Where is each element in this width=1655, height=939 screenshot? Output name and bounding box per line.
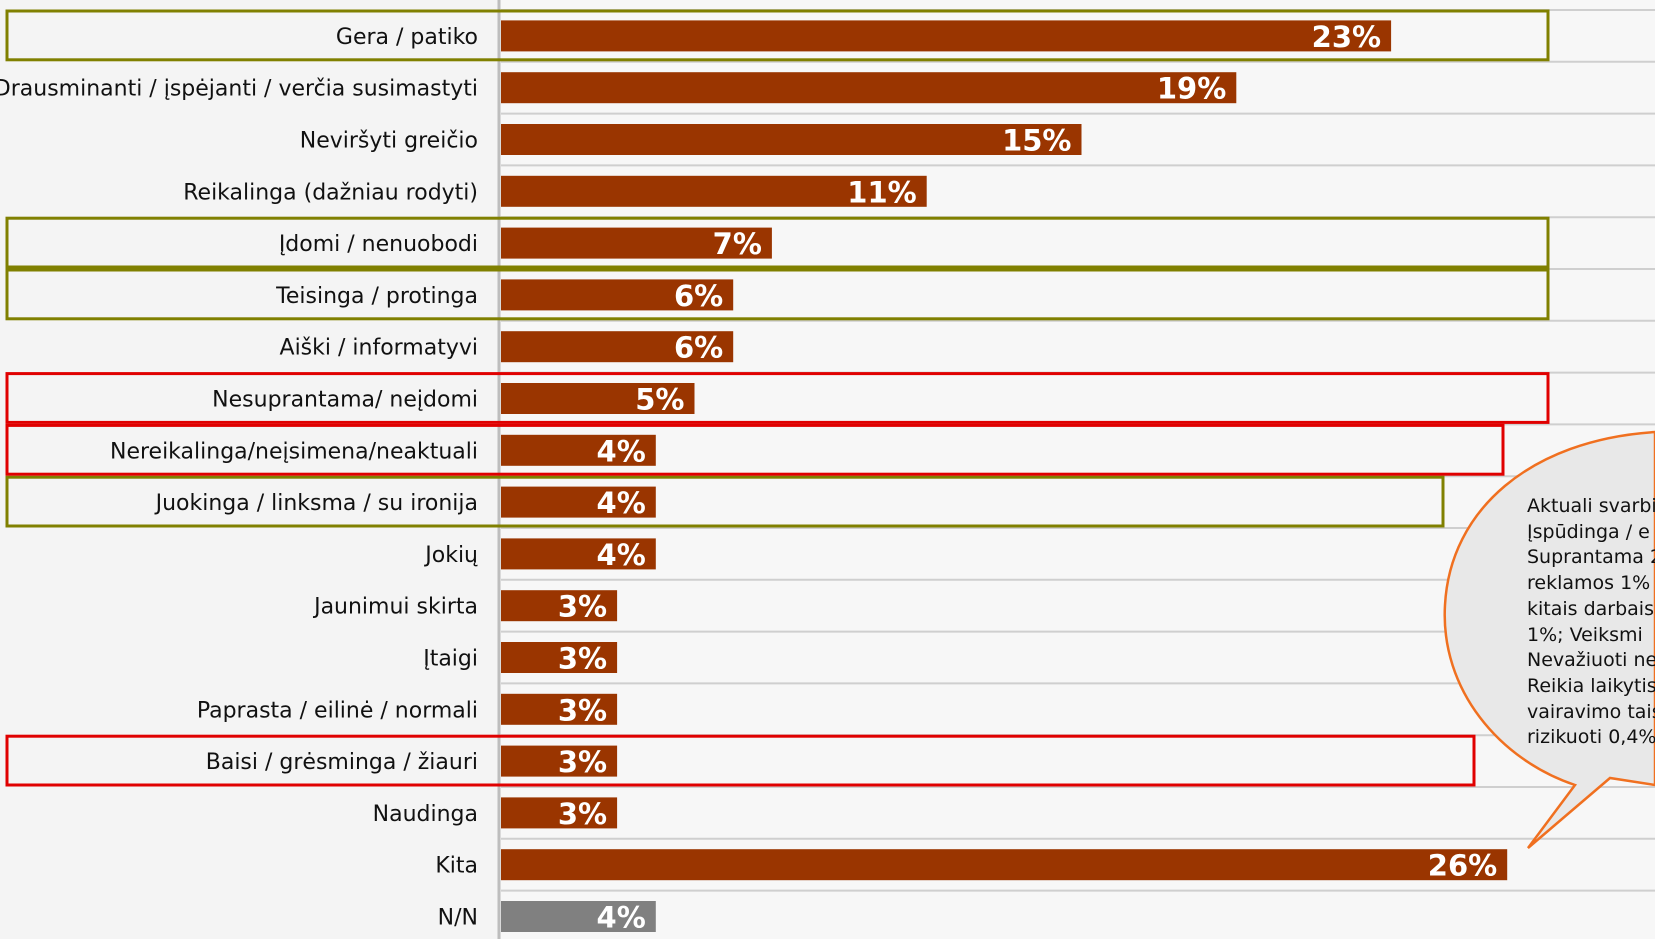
value-label: 11% (847, 175, 916, 209)
category-label: N/N (438, 906, 478, 931)
bar (501, 642, 618, 673)
category-label: Teisinga / protinga (275, 284, 478, 309)
bar (501, 279, 734, 311)
value-labels: 23% 19% 15% 11% 7% 6% 6% 5% 4% 4% 4% 3% 3% 3% 3% 3% 26% 4… (558, 20, 1497, 935)
bars (501, 20, 1508, 932)
bar (501, 538, 656, 570)
value-label: 5% (635, 383, 684, 417)
bar (501, 486, 656, 518)
category-label: Baisi / grėsminga / žiauri (206, 750, 478, 775)
value-label: 23% (1312, 20, 1381, 54)
bar (501, 124, 1082, 155)
bar (501, 227, 772, 259)
category-label: Paprasta / eilinė / normali (197, 698, 478, 723)
value-label: 7% (713, 227, 762, 261)
bar (501, 72, 1237, 104)
positive-highlight-box (5, 9, 1550, 62)
bar (501, 745, 618, 777)
category-label: Nesuprantama/ neįdomi (212, 388, 478, 413)
bar (501, 20, 1392, 52)
category-label: Kita (435, 854, 478, 879)
value-label: 6% (674, 279, 723, 313)
positive-highlight-box (5, 216, 1550, 269)
category-label: Juokinga / linksma / su ironija (154, 491, 478, 516)
bar (501, 175, 927, 207)
category-label: Įtaigi (423, 647, 478, 672)
category-label: Įdomi / nenuobodi (279, 232, 478, 257)
category-label: Reikalinga (dažniau rodyti) (183, 180, 478, 205)
negative-highlight-box (5, 734, 1476, 787)
negative-highlight-box (5, 423, 1505, 476)
positive-highlight-box (5, 268, 1550, 321)
value-label: 6% (674, 331, 723, 365)
value-label: 3% (558, 693, 607, 727)
highlight-boxes (5, 9, 1550, 787)
negative-highlight-box (5, 372, 1550, 424)
category-label: Jokių (423, 543, 478, 568)
value-label: 4% (597, 901, 646, 935)
value-label: 4% (597, 486, 646, 520)
label-background (0, 0, 500, 939)
plot-background (500, 0, 1655, 939)
value-label: 4% (597, 434, 646, 468)
bar (501, 901, 656, 932)
value-label: 3% (558, 745, 607, 779)
bar (501, 434, 656, 466)
callout-bubble (1443, 430, 1655, 849)
category-label: Neviršyti greičio (300, 129, 478, 154)
value-label: 15% (1002, 124, 1071, 158)
value-label: 3% (558, 642, 607, 676)
positive-highlight-box (5, 475, 1445, 528)
value-label: 3% (558, 797, 607, 831)
bar (501, 797, 618, 829)
category-labels: Gera / patiko Drausminanti / įspėjanti / … (0, 25, 478, 931)
bar (501, 331, 734, 363)
category-label: Aiški / informatyvi (280, 336, 478, 361)
bar (501, 590, 618, 622)
category-label: Naudinga (373, 802, 478, 827)
category-label: Drausminanti / įspėjanti / verčia susima… (0, 77, 478, 102)
value-label: 26% (1428, 849, 1497, 883)
callout-text: Aktuali svarbi Įspūdinga / e Suprantama … (1527, 495, 1655, 749)
bar (501, 383, 695, 414)
category-label: Nereikalinga/neįsimena/neaktuali (110, 439, 478, 464)
category-label: Gera / patiko (336, 25, 478, 50)
value-label: 19% (1157, 72, 1226, 106)
category-label: Jaunimui skirta (312, 595, 478, 620)
bar (501, 693, 618, 725)
callout-shape (1443, 430, 1655, 849)
value-label: 3% (558, 590, 607, 624)
bar (501, 849, 1508, 881)
value-label: 4% (597, 538, 646, 572)
